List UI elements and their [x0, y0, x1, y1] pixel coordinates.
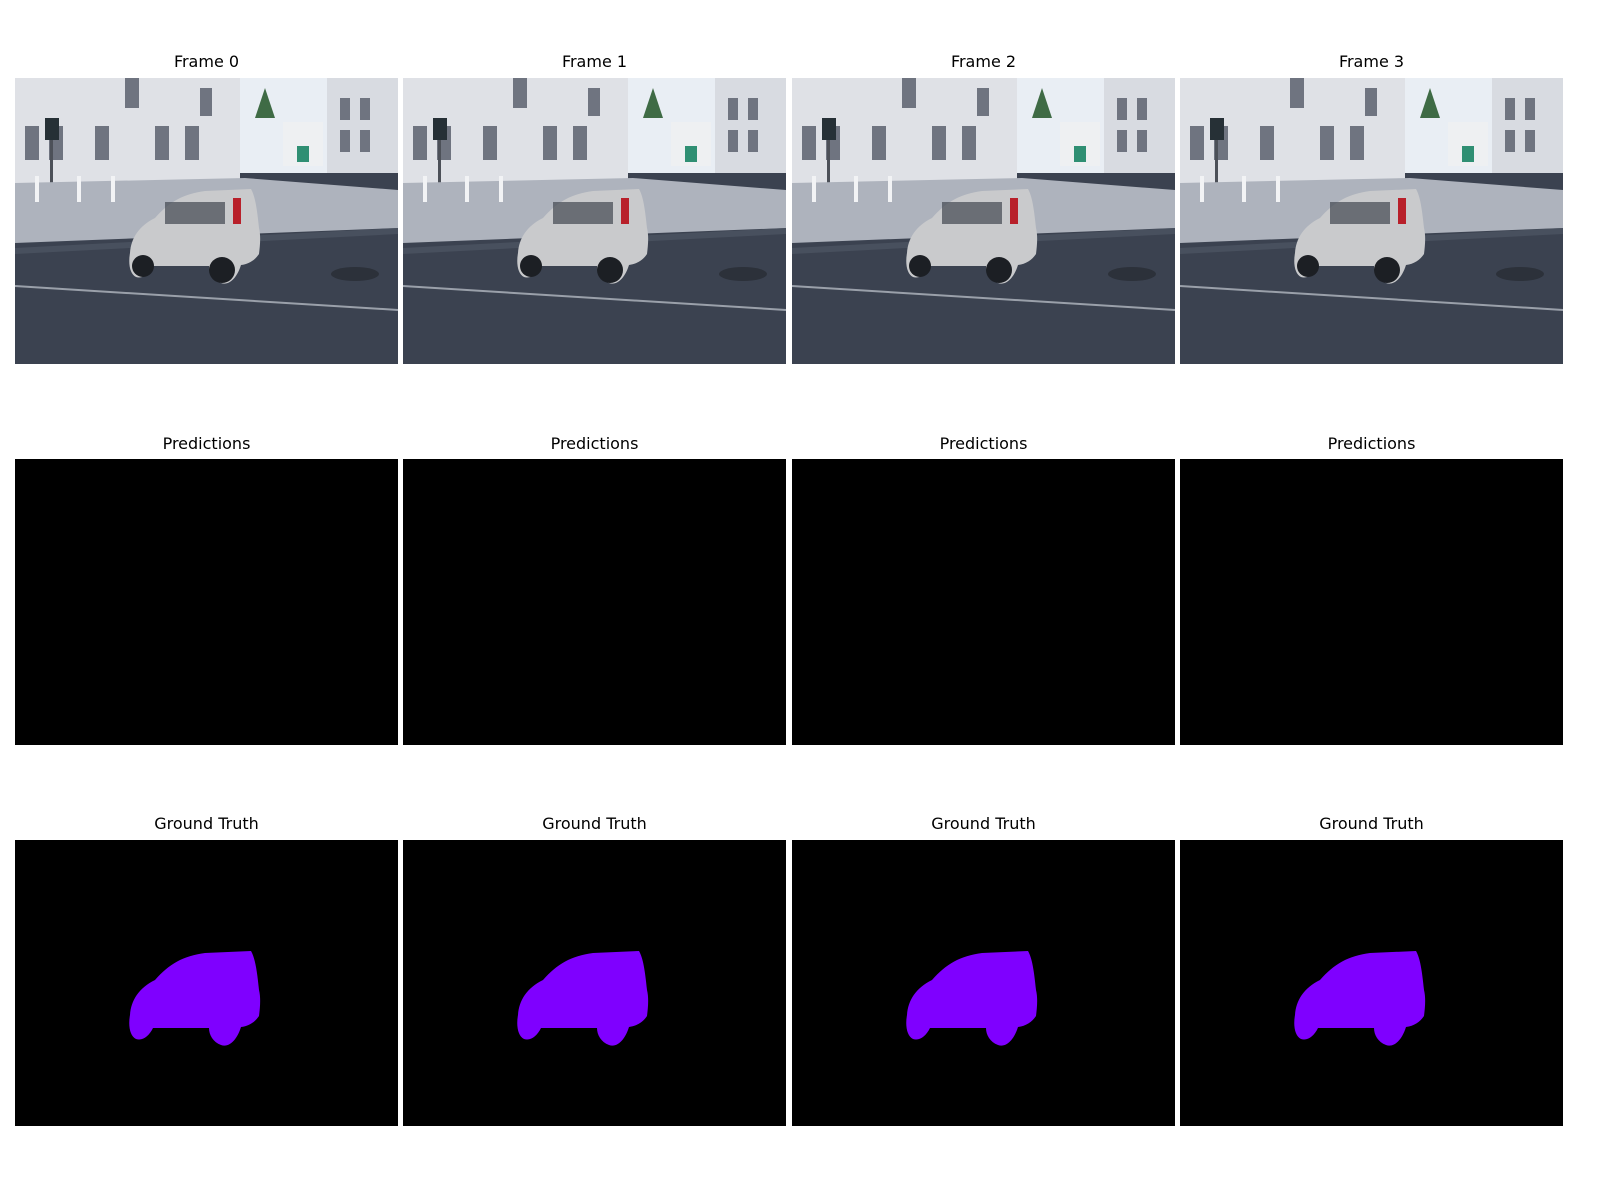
prediction-3-mask: [1180, 459, 1563, 745]
frame-0-title: Frame 0: [15, 52, 398, 72]
ground-truth-0-title: Ground Truth: [15, 814, 398, 834]
ground-truth-3-title: Ground Truth: [1180, 814, 1563, 834]
prediction-2-title: Predictions: [792, 434, 1175, 454]
frame-2-title: Frame 2: [792, 52, 1175, 72]
frame-3-image: [1180, 78, 1563, 364]
prediction-1-title: Predictions: [403, 434, 786, 454]
ground-truth-0-mask: [15, 840, 398, 1126]
ground-truth-3-mask: [1180, 840, 1563, 1126]
frame-3-title: Frame 3: [1180, 52, 1563, 72]
ground-truth-2-title: Ground Truth: [792, 814, 1175, 834]
frame-0-image: [15, 78, 398, 364]
prediction-2-mask: [792, 459, 1175, 745]
ground-truth-1-mask: [403, 840, 786, 1126]
prediction-1-mask: [403, 459, 786, 745]
frame-1-title: Frame 1: [403, 52, 786, 72]
prediction-0-mask: [15, 459, 398, 745]
prediction-3-title: Predictions: [1180, 434, 1563, 454]
frame-2-image: [792, 78, 1175, 364]
prediction-0-title: Predictions: [15, 434, 398, 454]
frame-1-image: [403, 78, 786, 364]
ground-truth-2-mask: [792, 840, 1175, 1126]
ground-truth-1-title: Ground Truth: [403, 814, 786, 834]
